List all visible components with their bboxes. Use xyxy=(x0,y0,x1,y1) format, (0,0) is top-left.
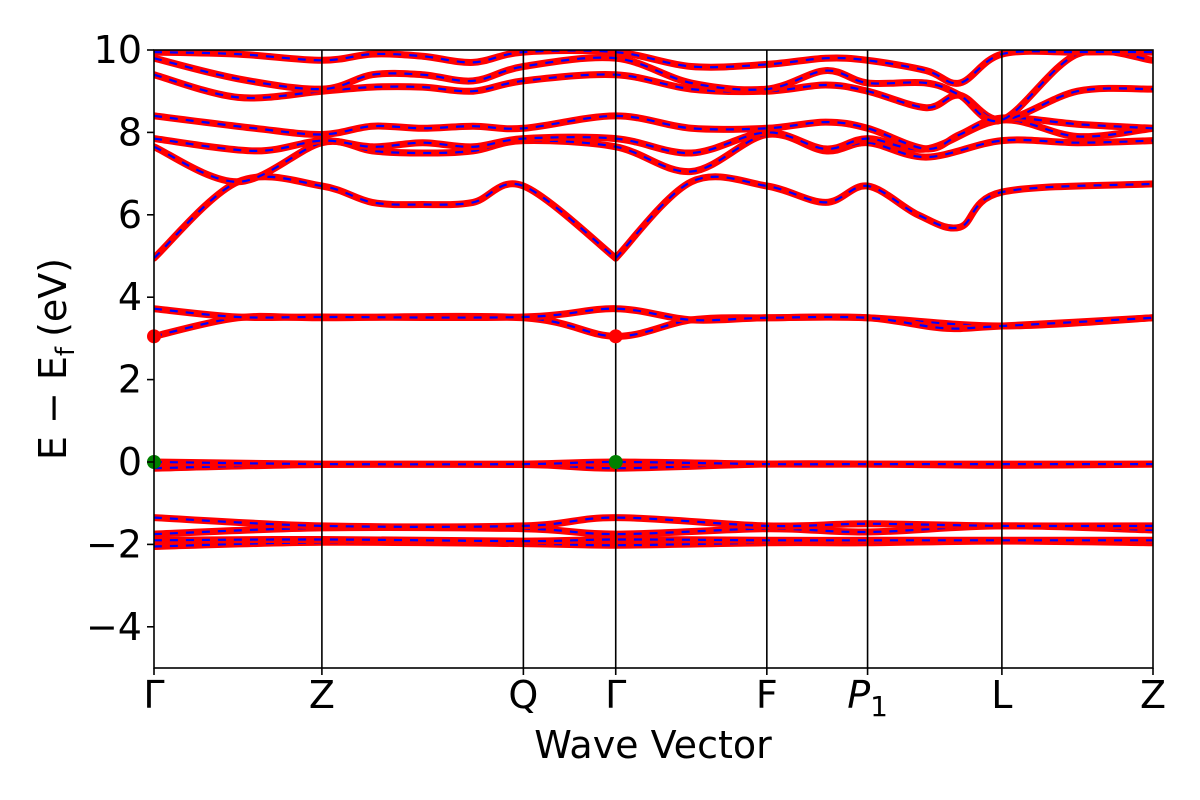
bands-layer xyxy=(154,50,1153,550)
y-axis-label: E − Ef (eV) xyxy=(31,258,81,460)
y-axis-ticks: −4 −2 0 2 4 6 8 10 xyxy=(86,28,154,649)
y-tick-label: 10 xyxy=(94,28,142,72)
x-tick-label-2: Q xyxy=(508,673,538,717)
band-edge-markers xyxy=(147,329,623,469)
band-10-dashed-overlay xyxy=(154,132,1153,183)
y-tick-label: 6 xyxy=(118,193,142,237)
band-9-line xyxy=(612,173,1153,262)
band-1-dashed-overlay xyxy=(154,538,1153,543)
x-tick-label-3: Γ xyxy=(605,673,626,717)
band-8-line xyxy=(154,173,620,262)
x-axis-ticks: Γ Z Q Γ F P1 L Z xyxy=(143,668,1166,723)
y-tick-label: −4 xyxy=(86,605,142,649)
y-tick-label: 0 xyxy=(118,440,142,484)
band-7-dashed-overlay xyxy=(154,307,1153,330)
kpoint-separators xyxy=(321,50,1003,668)
y-axis-label-unit: (eV) xyxy=(31,258,75,337)
x-tick-label-5: P1 xyxy=(847,673,888,723)
y-tick-label: 4 xyxy=(118,275,142,319)
band-12-dashed-overlay xyxy=(154,114,1153,151)
x-axis-label: Wave Vector xyxy=(534,723,772,767)
y-axis-label-subscript: f xyxy=(51,346,81,356)
x-tick-label-6: L xyxy=(991,673,1012,717)
band-3-dashed-overlay xyxy=(154,516,1153,528)
y-axis-label-main: E − E xyxy=(31,356,75,460)
y-tick-label: 2 xyxy=(118,358,142,402)
x-tick-label-4: F xyxy=(756,673,778,717)
band-5-dashed-overlay xyxy=(154,460,1153,466)
x-tick-label-7: Z xyxy=(1140,673,1166,717)
plot-frame xyxy=(153,49,1154,669)
x-tick-label-1: Z xyxy=(309,673,335,717)
x-tick-label-0: Γ xyxy=(143,673,164,717)
y-tick-label: 8 xyxy=(118,110,142,154)
cbm-marker-1 xyxy=(608,329,623,344)
vbm-marker-3 xyxy=(608,455,623,469)
x-tick-label-subscript: 1 xyxy=(870,690,888,723)
band-15-dashed-overlay xyxy=(154,50,1153,85)
band-14-dashed-overlay xyxy=(154,50,1153,123)
x-tick-label-main: P xyxy=(847,673,870,717)
y-tick-label: −2 xyxy=(86,522,142,566)
band-13-line xyxy=(154,70,1153,124)
